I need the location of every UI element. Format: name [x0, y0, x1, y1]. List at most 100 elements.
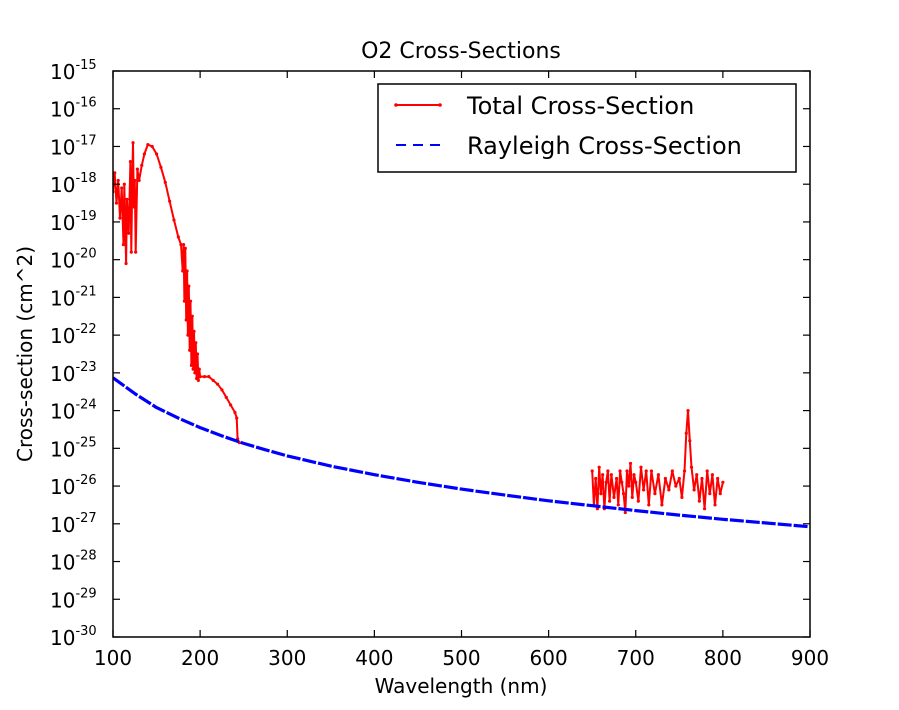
- total-cross-section-point: [121, 242, 126, 247]
- total-cross-section-point: [695, 473, 699, 477]
- total-cross-section-point: [612, 495, 616, 499]
- y-tick-label-base: 10: [50, 362, 75, 386]
- total-cross-section-point: [682, 469, 687, 473]
- total-cross-section-point: [146, 142, 150, 147]
- total-cross-section-point: [137, 178, 141, 183]
- total-cross-section-point: [235, 416, 239, 420]
- total-cross-section-point: [623, 510, 627, 515]
- y-tick-label-exponent: -20: [75, 247, 96, 262]
- y-tick-label-exponent: -22: [75, 322, 96, 337]
- total-cross-section-point: [716, 476, 720, 481]
- y-tick-label: 10-26: [50, 473, 97, 499]
- y-tick-label: 10-20: [50, 247, 97, 273]
- total-cross-section-point: [688, 439, 692, 443]
- x-tick-label: 700: [617, 646, 655, 670]
- y-tick-label-exponent: -25: [75, 435, 96, 450]
- total-cross-section-point: [211, 378, 215, 383]
- x-tick-label: 500: [442, 646, 480, 670]
- total-cross-section-point: [649, 469, 654, 473]
- total-cross-section-point: [653, 492, 657, 496]
- total-cross-section-point: [616, 503, 620, 507]
- legend: Total Cross-Section Rayleigh Cross-Secti…: [377, 83, 797, 173]
- rayleigh-cross-section-line: [113, 376, 810, 529]
- total-cross-section-point: [179, 242, 183, 247]
- total-cross-section-point: [614, 476, 619, 481]
- total-cross-section-point: [189, 363, 194, 367]
- total-cross-section-point: [163, 180, 167, 184]
- y-tick-label-base: 10: [50, 588, 75, 612]
- total-cross-section-point: [674, 484, 678, 488]
- y-axis: 10-1510-1610-1710-1810-1910-2010-2110-22…: [50, 58, 810, 650]
- total-cross-section-point: [721, 480, 725, 484]
- y-tick-label-base: 10: [50, 437, 75, 461]
- total-cross-section-point: [132, 205, 136, 209]
- total-cross-section-point: [686, 409, 690, 413]
- total-cross-section-point: [193, 371, 197, 375]
- total-cross-section-point: [183, 246, 187, 250]
- total-cross-section-point: [597, 465, 601, 469]
- x-tick-label: 100: [94, 646, 132, 670]
- y-tick-label-base: 10: [50, 249, 75, 273]
- legend-label-rayleigh: Rayleigh Cross-Section: [467, 132, 742, 160]
- total-cross-section-point: [710, 473, 715, 477]
- total-cross-section-point: [188, 299, 193, 303]
- total-cross-section-point: [641, 488, 646, 492]
- y-tick-label: 10-30: [50, 624, 97, 650]
- total-cross-section-point: [134, 250, 138, 254]
- total-cross-section-point: [636, 499, 640, 503]
- total-cross-section-point: [692, 488, 696, 492]
- total-cross-section-point: [176, 235, 180, 239]
- total-cross-section-point: [684, 431, 688, 435]
- y-tick-label-exponent: -19: [75, 209, 96, 224]
- y-tick-label-base: 10: [50, 98, 75, 122]
- y-tick-label-exponent: -23: [75, 360, 96, 375]
- y-tick-label-exponent: -17: [75, 133, 96, 148]
- total-cross-section-point: [154, 152, 159, 156]
- total-cross-section-point: [606, 469, 610, 473]
- total-cross-section-point: [182, 299, 187, 303]
- y-tick-label-base: 10: [50, 475, 75, 499]
- total-cross-section-point: [656, 473, 661, 477]
- total-cross-section-point: [620, 480, 624, 484]
- total-cross-section-point: [702, 507, 707, 511]
- total-cross-section-point: [634, 480, 638, 484]
- y-tick-label-exponent: -21: [75, 284, 96, 299]
- total-cross-section-point: [647, 503, 651, 507]
- y-axis-label: Cross-section (cm^2): [13, 246, 37, 462]
- total-cross-section-point: [677, 476, 681, 481]
- y-tick-label-exponent: -30: [75, 624, 96, 639]
- total-cross-section-point: [185, 269, 189, 273]
- total-cross-section-point: [618, 469, 622, 473]
- total-cross-section-point: [122, 182, 126, 186]
- y-tick-label-base: 10: [50, 626, 75, 650]
- total-cross-section-point: [680, 495, 684, 499]
- y-tick-label: 10-25: [50, 435, 97, 461]
- total-cross-section-point: [125, 197, 129, 201]
- total-cross-section-point: [608, 499, 612, 503]
- total-cross-section-point: [639, 465, 643, 469]
- total-cross-section-point: [150, 144, 154, 149]
- total-cross-section-point: [708, 492, 712, 496]
- total-cross-section-point: [197, 367, 201, 371]
- series-layer: [113, 141, 810, 529]
- x-tick-label: 300: [268, 646, 306, 670]
- total-cross-section-point: [625, 469, 629, 473]
- y-tick-label: 10-22: [50, 322, 97, 348]
- total-cross-section-point: [599, 492, 603, 496]
- y-tick-label: 10-18: [50, 171, 97, 197]
- total-cross-section-point: [220, 388, 224, 392]
- y-tick-label-base: 10: [50, 551, 75, 575]
- total-cross-section-point: [127, 231, 131, 235]
- total-cross-section-point: [713, 503, 717, 507]
- total-cross-section-point: [590, 469, 594, 473]
- total-cross-section-point: [194, 341, 198, 345]
- total-cross-section-point: [192, 329, 196, 333]
- total-cross-section-point: [215, 382, 220, 386]
- total-cross-section-point: [196, 378, 200, 383]
- x-tick-label: 200: [181, 646, 219, 670]
- y-tick-label-base: 10: [50, 400, 75, 424]
- y-tick-label: 10-16: [50, 96, 97, 122]
- x-axis: 100 200 300 400 500 600 700 800 900: [94, 71, 829, 670]
- total-cross-section-point: [186, 333, 190, 337]
- y-tick-label-base: 10: [50, 324, 75, 348]
